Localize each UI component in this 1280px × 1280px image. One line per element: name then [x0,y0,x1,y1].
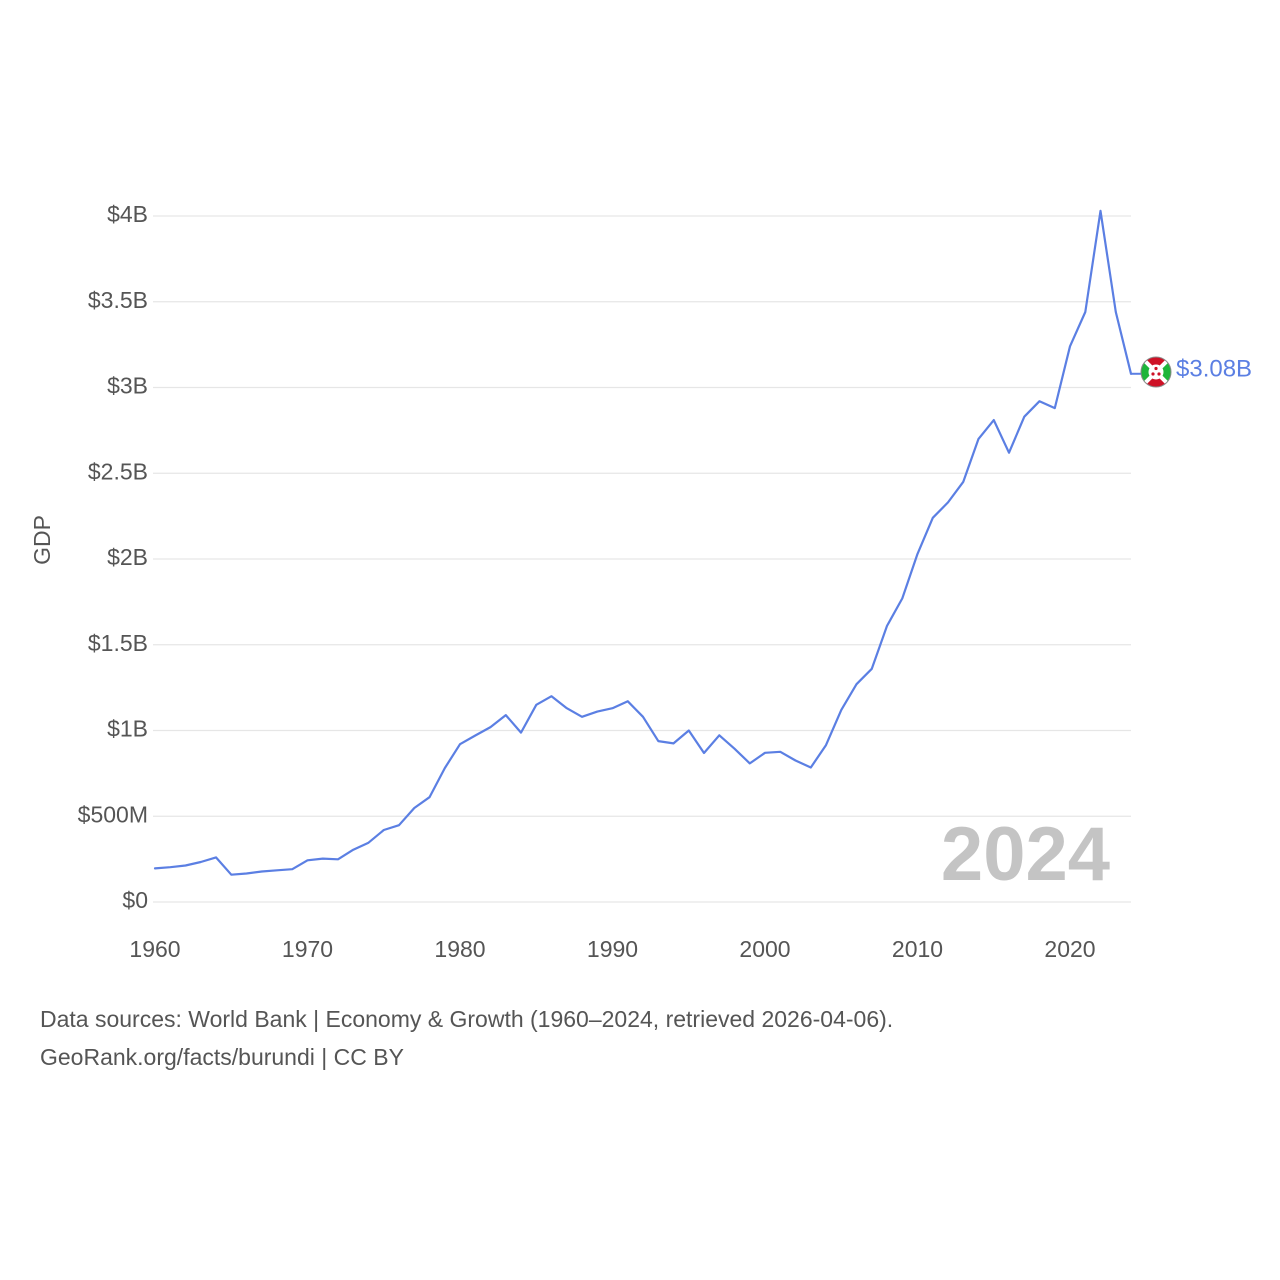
x-tick-label: 2010 [892,936,943,962]
footer-data-sources: Data sources: World Bank | Economy & Gro… [40,1006,894,1032]
y-axis-label: GDP [29,515,55,565]
gridlines [153,215,1131,903]
x-axis-ticks: 1960 1970 1980 1990 2000 2010 2020 [129,936,1095,962]
series-layer [153,209,1141,876]
y-tick-label: $2B [107,544,148,570]
y-tick-label: $2.5B [88,458,148,484]
y-tick-label: $1B [107,716,148,742]
x-tick-label: 2000 [739,936,790,962]
burundi-flag-icon [1140,356,1172,388]
series-line-burundi [153,209,1133,876]
series-end-value-label: $3.08B [1176,355,1252,382]
x-tick-label: 1980 [434,936,485,962]
y-tick-label: $500M [78,801,148,827]
y-tick-label: $3B [107,373,148,399]
x-tick-label: 1970 [282,936,333,962]
y-tick-label: $0 [122,887,148,913]
y-tick-label: $1.5B [88,630,148,656]
x-tick-label: 1990 [587,936,638,962]
y-tick-label: $4B [107,201,148,227]
y-tick-label: $3.5B [88,287,148,313]
footer-attribution-link[interactable]: GeoRank.org/facts/burundi | CC BY [40,1044,404,1070]
x-tick-label: 2020 [1044,936,1095,962]
current-year-watermark: 2024 [941,812,1110,897]
y-axis-ticks: $0 $500M $1B $1.5B $2B $2.5B $3B $3.5B $4B [78,201,148,913]
x-tick-label: 1960 [129,936,180,962]
